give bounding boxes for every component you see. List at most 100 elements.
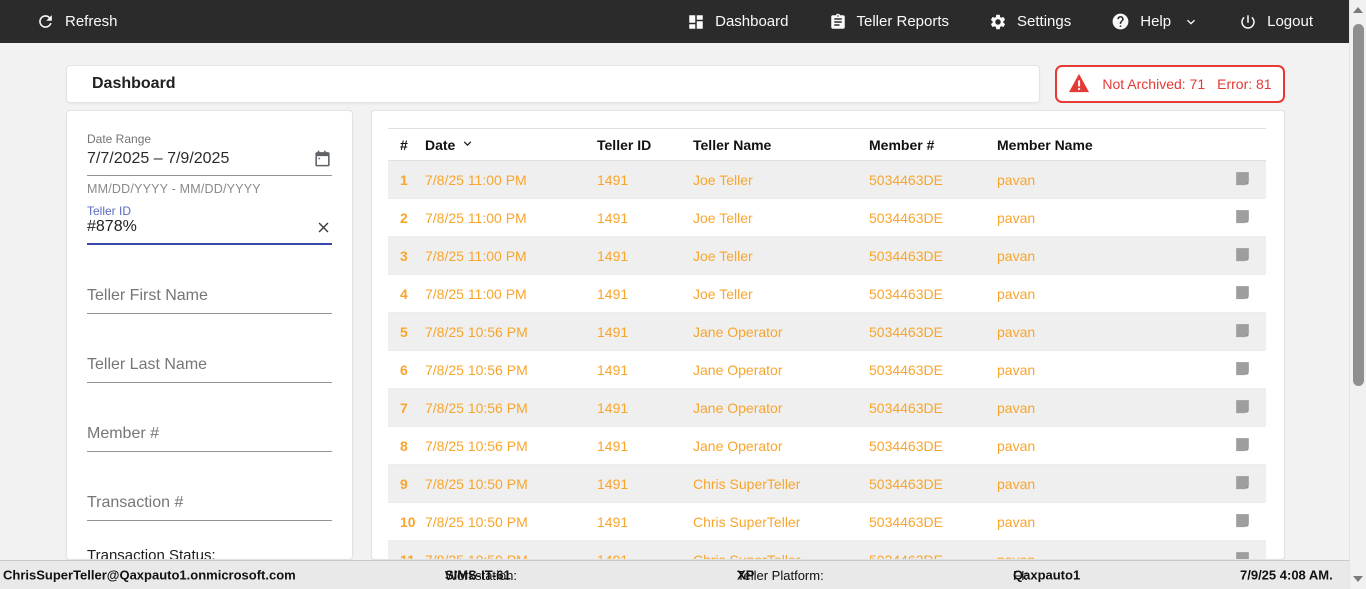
row-teller-name: Joe Teller <box>693 285 753 302</box>
row-teller-name: Chris SuperTeller <box>693 551 801 560</box>
row-teller-id: 1491 <box>597 513 629 530</box>
row-date: 7/8/25 10:56 PM <box>425 399 528 416</box>
note-icon[interactable] <box>1233 359 1252 381</box>
logged-in-user: ChrisSuperTeller@Qaxpauto1.onmicrosoft.c… <box>3 567 296 583</box>
row-number: 2 <box>400 209 408 226</box>
row-teller-id: 1491 <box>597 209 629 226</box>
teller-first-name-input[interactable] <box>87 287 332 314</box>
page-title: Dashboard <box>66 65 1040 103</box>
fi-info: FI: Qaxpauto1 <box>1013 568 1080 583</box>
table-row[interactable]: 11 7/8/25 10:50 PM 1491 Chris SuperTelle… <box>388 541 1266 560</box>
transaction-number-input[interactable] <box>87 494 332 521</box>
teller-id-input[interactable] <box>87 218 315 236</box>
row-teller-id: 1491 <box>597 361 629 378</box>
clear-x-icon[interactable] <box>315 219 332 236</box>
note-icon[interactable] <box>1233 397 1252 419</box>
row-number: 4 <box>400 285 408 302</box>
row-member-number: 5034463DE <box>869 285 943 302</box>
row-number: 10 <box>400 513 416 530</box>
table-row[interactable]: 7 7/8/25 10:56 PM 1491 Jane Operator 503… <box>388 389 1266 427</box>
row-member-number: 5034463DE <box>869 475 943 492</box>
row-number: 5 <box>400 323 408 340</box>
row-member-name: pavan <box>997 551 1036 560</box>
scroll-down-arrow-icon[interactable] <box>1353 576 1363 582</box>
row-teller-id: 1491 <box>597 399 629 416</box>
table-row[interactable]: 3 7/8/25 11:00 PM 1491 Joe Teller 503446… <box>388 237 1266 275</box>
row-member-name: pavan <box>997 323 1036 340</box>
member-number-input[interactable] <box>87 425 332 452</box>
table-row[interactable]: 4 7/8/25 11:00 PM 1491 Joe Teller 503446… <box>388 275 1266 313</box>
scroll-up-arrow-icon[interactable] <box>1353 7 1363 13</box>
row-member-name: pavan <box>997 171 1036 188</box>
table-row[interactable]: 10 7/8/25 10:50 PM 1491 Chris SuperTelle… <box>388 503 1266 541</box>
workstation-label: Workstation: <box>445 567 518 583</box>
note-icon[interactable] <box>1233 511 1252 533</box>
date-range-value[interactable]: 7/7/2025 – 7/9/2025 <box>87 149 230 167</box>
date-range-field: Date Range 7/7/2025 – 7/9/2025 MM/DD/YYY… <box>87 132 332 196</box>
nav-settings[interactable]: Settings <box>989 13 1071 31</box>
row-date: 7/8/25 10:50 PM <box>425 551 528 560</box>
refresh-button[interactable]: Refresh <box>36 12 118 31</box>
row-date: 7/8/25 10:56 PM <box>425 323 528 340</box>
note-icon[interactable] <box>1233 283 1252 305</box>
refresh-label: Refresh <box>65 13 118 30</box>
table-row[interactable]: 9 7/8/25 10:50 PM 1491 Chris SuperTeller… <box>388 465 1266 503</box>
table-row[interactable]: 1 7/8/25 11:00 PM 1491 Joe Teller 503446… <box>388 161 1266 199</box>
row-teller-name: Jane Operator <box>693 399 783 416</box>
note-icon[interactable] <box>1233 321 1252 343</box>
row-member-name: pavan <box>997 285 1036 302</box>
col-header-teller-id[interactable]: Teller ID <box>597 136 652 153</box>
row-member-number: 5034463DE <box>869 551 943 560</box>
row-member-name: pavan <box>997 209 1036 226</box>
col-header-date[interactable]: Date <box>425 136 597 154</box>
teller-last-name-input[interactable] <box>87 356 332 383</box>
col-header-member-name[interactable]: Member Name <box>997 136 1093 153</box>
transaction-status-label: Transaction Status: <box>87 547 216 560</box>
row-teller-id: 1491 <box>597 247 629 264</box>
table-row[interactable]: 2 7/8/25 11:00 PM 1491 Joe Teller 503446… <box>388 199 1266 237</box>
note-icon[interactable] <box>1233 245 1252 267</box>
row-member-number: 5034463DE <box>869 323 943 340</box>
sort-down-icon <box>460 136 475 154</box>
col-header-teller-name[interactable]: Teller Name <box>693 136 772 153</box>
col-header-date-label: Date <box>425 136 456 153</box>
row-member-name: pavan <box>997 437 1036 454</box>
table-row[interactable]: 5 7/8/25 10:56 PM 1491 Jane Operator 503… <box>388 313 1266 351</box>
note-icon[interactable] <box>1233 473 1252 495</box>
note-icon[interactable] <box>1233 169 1252 191</box>
row-date: 7/8/25 10:56 PM <box>425 361 528 378</box>
page-header-row: Dashboard Not Archived: 71 Error: 81 <box>66 65 1285 103</box>
table-body: 1 7/8/25 11:00 PM 1491 Joe Teller 503446… <box>388 161 1266 560</box>
table-header: # Date Teller ID Teller Name Member # Me… <box>388 128 1266 161</box>
row-teller-id: 1491 <box>597 323 629 340</box>
gear-icon <box>989 13 1007 31</box>
row-number: 3 <box>400 247 408 264</box>
table-row[interactable]: 8 7/8/25 10:56 PM 1491 Jane Operator 503… <box>388 427 1266 465</box>
nav-logout[interactable]: Logout <box>1239 13 1313 31</box>
row-date: 7/8/25 10:50 PM <box>425 475 528 492</box>
nav-dashboard[interactable]: Dashboard <box>687 13 789 31</box>
row-teller-name: Jane Operator <box>693 361 783 378</box>
row-teller-name: Jane Operator <box>693 437 783 454</box>
scrollbar-thumb[interactable] <box>1353 24 1364 386</box>
col-header-member-number[interactable]: Member # <box>869 136 935 153</box>
vertical-scrollbar[interactable] <box>1349 0 1366 589</box>
date-range-label: Date Range <box>87 132 152 146</box>
nav-teller-reports[interactable]: Teller Reports <box>829 13 949 31</box>
nav-help[interactable]: Help <box>1111 12 1199 31</box>
note-icon[interactable] <box>1233 435 1252 457</box>
row-number: 1 <box>400 171 408 188</box>
archive-error-badge[interactable]: Not Archived: 71 Error: 81 <box>1055 65 1285 103</box>
table-row[interactable]: 6 7/8/25 10:56 PM 1491 Jane Operator 503… <box>388 351 1266 389</box>
row-member-number: 5034463DE <box>869 361 943 378</box>
row-date: 7/8/25 11:00 PM <box>425 209 527 226</box>
note-icon[interactable] <box>1233 549 1252 559</box>
row-teller-name: Joe Teller <box>693 171 753 188</box>
row-teller-id: 1491 <box>597 475 629 492</box>
workstation-value: SIMS-IT-61 <box>445 567 511 583</box>
calendar-icon[interactable] <box>313 149 332 168</box>
note-icon[interactable] <box>1233 207 1252 229</box>
nav-dashboard-label: Dashboard <box>715 13 789 30</box>
chevron-down-icon <box>1183 14 1199 30</box>
platform-label: Teller Platform: <box>737 567 824 583</box>
